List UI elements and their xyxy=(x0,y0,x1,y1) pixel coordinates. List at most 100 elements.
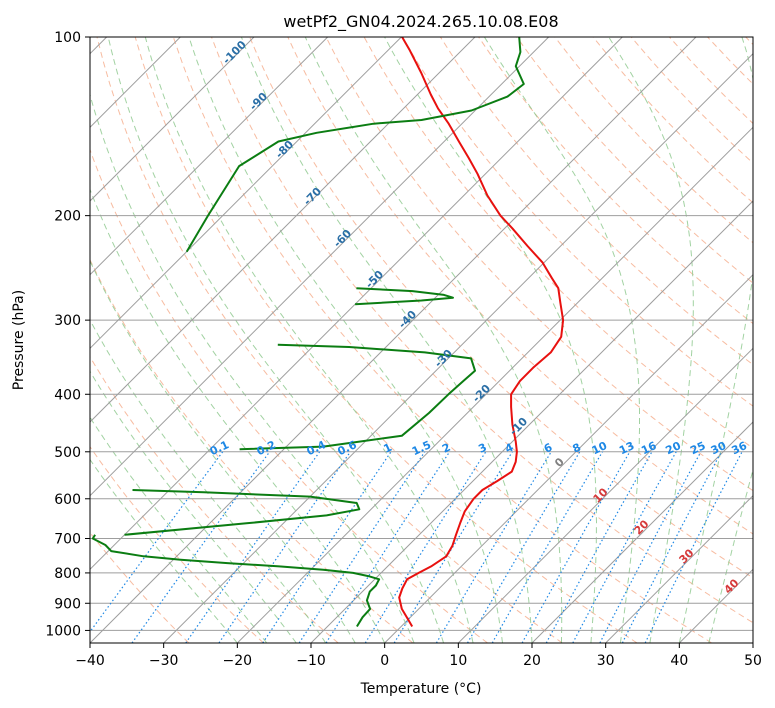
adiabat-label: -10 xyxy=(507,415,530,438)
dry-adiabat xyxy=(325,37,753,492)
y-tick-label: 200 xyxy=(54,209,81,225)
mixing-ratio-line xyxy=(325,451,451,643)
mixing-ratio-label: 0.2 xyxy=(255,438,278,458)
isotherm xyxy=(752,642,753,643)
adiabat-label: 10 xyxy=(591,485,611,505)
dewpoint-profile xyxy=(124,489,361,536)
moist-adiabat xyxy=(90,416,268,643)
adiabat-label: -30 xyxy=(432,347,455,370)
isotherm xyxy=(310,200,753,643)
mixing-ratio-label: 25 xyxy=(688,439,707,457)
dry-adiabat xyxy=(90,445,264,643)
moist-adiabat xyxy=(90,370,297,643)
mixing-ratio-label: 0.1 xyxy=(208,438,231,458)
mixing-ratio-line xyxy=(435,451,552,643)
mixing-ratio-label: 3 xyxy=(476,441,488,456)
moist-adiabat xyxy=(384,37,597,643)
moist-adiabat xyxy=(90,319,327,643)
temperature-profile xyxy=(398,37,565,628)
mixing-ratio-line xyxy=(131,451,271,643)
moist-adiabat xyxy=(188,37,503,643)
y-axis-label: Pressure (hPa) xyxy=(11,290,27,390)
isotherm xyxy=(90,37,550,497)
dry-adiabat xyxy=(96,37,563,643)
mixing-ratio-line xyxy=(644,451,743,643)
x-tick-label: 50 xyxy=(744,653,762,669)
x-axis: −40 −30 −20 −10 0 10 20 30 40 50 xyxy=(75,643,762,669)
adiabat-label: -60 xyxy=(331,227,354,250)
y-tick-label: 1000 xyxy=(45,623,81,639)
dry-adiabat xyxy=(90,355,339,643)
y-tick-label: 900 xyxy=(54,596,81,612)
adiabat-label: -70 xyxy=(301,185,324,208)
y-tick-label: 400 xyxy=(54,387,81,403)
dewpoint-profile xyxy=(239,343,476,451)
y-tick-label: 700 xyxy=(54,532,81,548)
mixing-ratio-line xyxy=(262,451,392,643)
isotherm xyxy=(163,52,753,643)
adiabat-label: -90 xyxy=(247,90,270,113)
adiabat-label: -20 xyxy=(470,382,493,405)
moist-adiabat xyxy=(708,467,753,643)
adiabat-label: -50 xyxy=(363,268,386,291)
plot-frame xyxy=(89,36,754,644)
sounding-profiles xyxy=(91,37,565,628)
moist-adiabat xyxy=(90,259,356,643)
adiabat-label: -100 xyxy=(220,38,249,67)
moist-adiabat xyxy=(483,37,640,643)
isotherm xyxy=(90,37,329,276)
moist-adiabat xyxy=(240,37,533,643)
dry-adiabats xyxy=(90,37,753,643)
dewpoint-profile xyxy=(91,534,381,628)
y-tick-label: 800 xyxy=(54,566,81,582)
mixing-ratio-label: 6 xyxy=(542,441,555,456)
isotherm xyxy=(678,568,753,643)
isotherm xyxy=(90,37,402,350)
mixing-ratio-label: 0.6 xyxy=(336,438,359,458)
moist-adiabat xyxy=(678,37,753,643)
dry-adiabat xyxy=(172,37,712,643)
mixing-ratio-label: 30 xyxy=(709,439,729,457)
isotherm xyxy=(90,37,697,643)
dewpoint-profile xyxy=(355,287,454,306)
mixing-ratio-line xyxy=(218,451,351,643)
isotherm xyxy=(457,347,753,643)
x-tick-label: 0 xyxy=(380,653,389,669)
moist-adiabat xyxy=(304,37,563,643)
isotherm xyxy=(90,37,255,202)
isotherms xyxy=(90,37,753,643)
isotherm xyxy=(90,37,623,571)
mixing-ratio-line xyxy=(521,451,631,643)
mixing-ratio-line xyxy=(572,451,677,643)
y-tick-label: 500 xyxy=(54,445,81,461)
isotherm xyxy=(531,421,753,643)
x-tick-label: −20 xyxy=(223,653,253,669)
dry-adiabat xyxy=(134,37,638,643)
mixing-ratio-label: 20 xyxy=(664,439,684,457)
mixing-ratio-label: 36 xyxy=(730,439,750,457)
y-axis: 100 200 300 400 500 600 700 800 900 1000 xyxy=(45,30,90,639)
mixing-ratio-label: 16 xyxy=(639,439,659,457)
dry-adiabat xyxy=(745,37,753,46)
mixing-ratio-line xyxy=(599,451,702,643)
y-tick-label: 300 xyxy=(54,313,81,329)
isotherm xyxy=(90,37,476,423)
mixing-ratio-line xyxy=(298,451,426,643)
moist-adiabat xyxy=(90,188,386,643)
y-tick-label: 100 xyxy=(54,30,81,46)
moist-adiabat xyxy=(90,458,238,643)
isotherm xyxy=(605,494,753,643)
isotherm xyxy=(236,126,753,643)
isobars xyxy=(90,37,753,631)
x-tick-label: −30 xyxy=(149,653,179,669)
x-tick-label: −40 xyxy=(75,653,105,669)
dry-adiabat xyxy=(478,37,753,325)
chart-title: wetPf2_GN04.2024.265.10.08.E08 xyxy=(283,12,558,32)
mixing-ratio-label: 1.5 xyxy=(410,438,433,458)
dry-adiabat xyxy=(211,37,753,624)
mixing-ratio-label: 13 xyxy=(617,439,636,457)
x-tick-label: −10 xyxy=(296,653,326,669)
x-axis-label: Temperature (°C) xyxy=(360,681,482,697)
x-tick-label: 10 xyxy=(449,653,467,669)
